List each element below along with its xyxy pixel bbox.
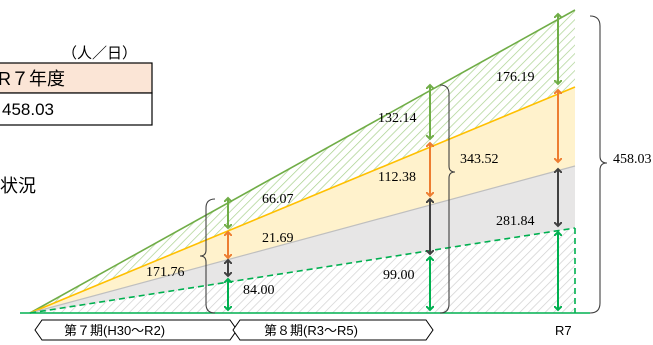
yellow-line — [29, 86, 576, 314]
label-p1-base: 84.00 — [243, 283, 275, 298]
period-chevron-p1 — [34, 319, 238, 341]
label-p1-green: 66.07 — [262, 192, 294, 207]
table-header: R７年度 — [0, 69, 65, 89]
label-r7-mid: 281.84 — [496, 214, 535, 229]
value-labels: 66.07 21.69 84.00 171.76 132.14 112.38 9… — [146, 70, 652, 298]
label-p2-green: 132.14 — [378, 111, 417, 126]
p2-total-brace — [439, 84, 456, 314]
side-caption: 状況 — [0, 176, 36, 196]
period-chevron-p2 — [232, 319, 434, 341]
table-value: 458.03 — [2, 100, 54, 119]
label-r7-total: 458.03 — [613, 152, 652, 167]
period-label-p1: 第７期(H30～R2) — [64, 323, 165, 338]
label-r7-green: 176.19 — [496, 70, 535, 85]
label-p1-total: 171.76 — [146, 265, 185, 280]
label-p2-orange: 112.38 — [378, 170, 416, 185]
boundary-lines — [20, 9, 590, 314]
gray-line — [29, 165, 576, 314]
period-label-r7: R7 — [555, 323, 572, 338]
dashed-line — [29, 227, 576, 314]
table-unit: （人／日） — [62, 45, 137, 62]
label-p2-base: 99.00 — [383, 268, 415, 283]
table-value-cell — [0, 92, 153, 126]
braces — [199, 15, 608, 314]
label-p2-total: 343.52 — [460, 152, 499, 167]
r7-total-brace — [589, 15, 608, 314]
summary-table: （人／日） R７年度 458.03 — [0, 45, 153, 126]
label-p1-orange: 21.69 — [262, 231, 294, 246]
table-header-cell — [0, 62, 153, 94]
period-label-p2: 第８期(R3～R5) — [264, 323, 358, 338]
period-bar: 第７期(H30～R2) 第８期(R3～R5) R7 — [34, 319, 572, 341]
p1-total-brace — [199, 198, 216, 314]
top-line — [29, 9, 576, 314]
